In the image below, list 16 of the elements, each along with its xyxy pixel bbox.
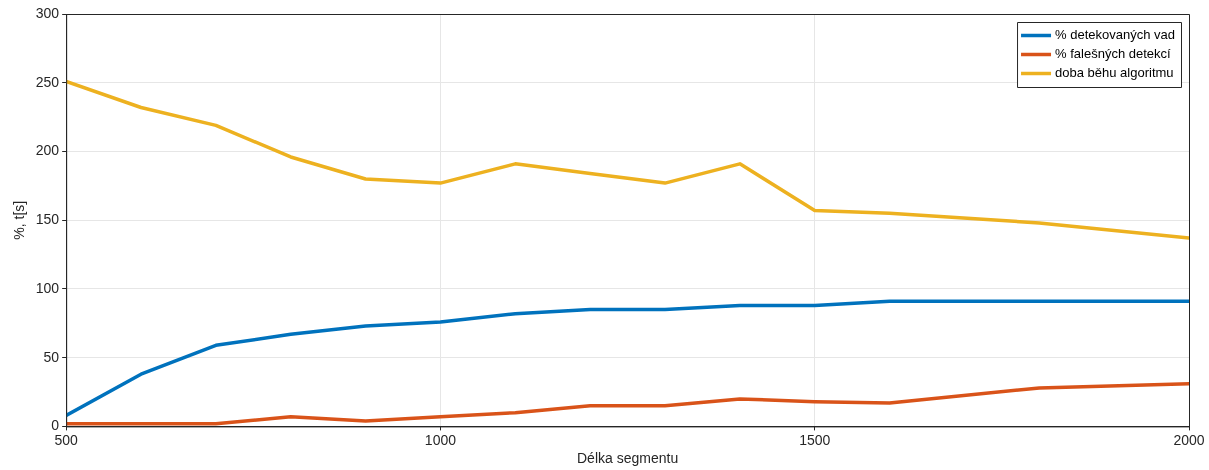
y-tick-label: 200 (35, 142, 60, 159)
legend-label: doba běhu algoritmu (1055, 65, 1174, 81)
y-tick-label: 150 (35, 211, 60, 228)
y-axis-title: %, t[s] (11, 200, 28, 240)
x-tick-label: 2000 (1173, 431, 1205, 448)
legend-label: % detekovaných vad (1055, 27, 1175, 43)
x-tick-label: 500 (54, 431, 79, 448)
x-tick-label: 1000 (424, 431, 457, 448)
legend-label: % falešných detekcí (1055, 46, 1172, 62)
y-tick-label: 0 (51, 417, 60, 434)
y-tick-label: 100 (35, 279, 60, 296)
x-axis-title: Délka segmentu (576, 450, 679, 467)
x-tick-label: 1500 (799, 431, 831, 448)
y-tick-label: 250 (35, 73, 60, 90)
y-tick-label: 50 (43, 348, 60, 365)
y-tick-label: 300 (35, 4, 60, 21)
